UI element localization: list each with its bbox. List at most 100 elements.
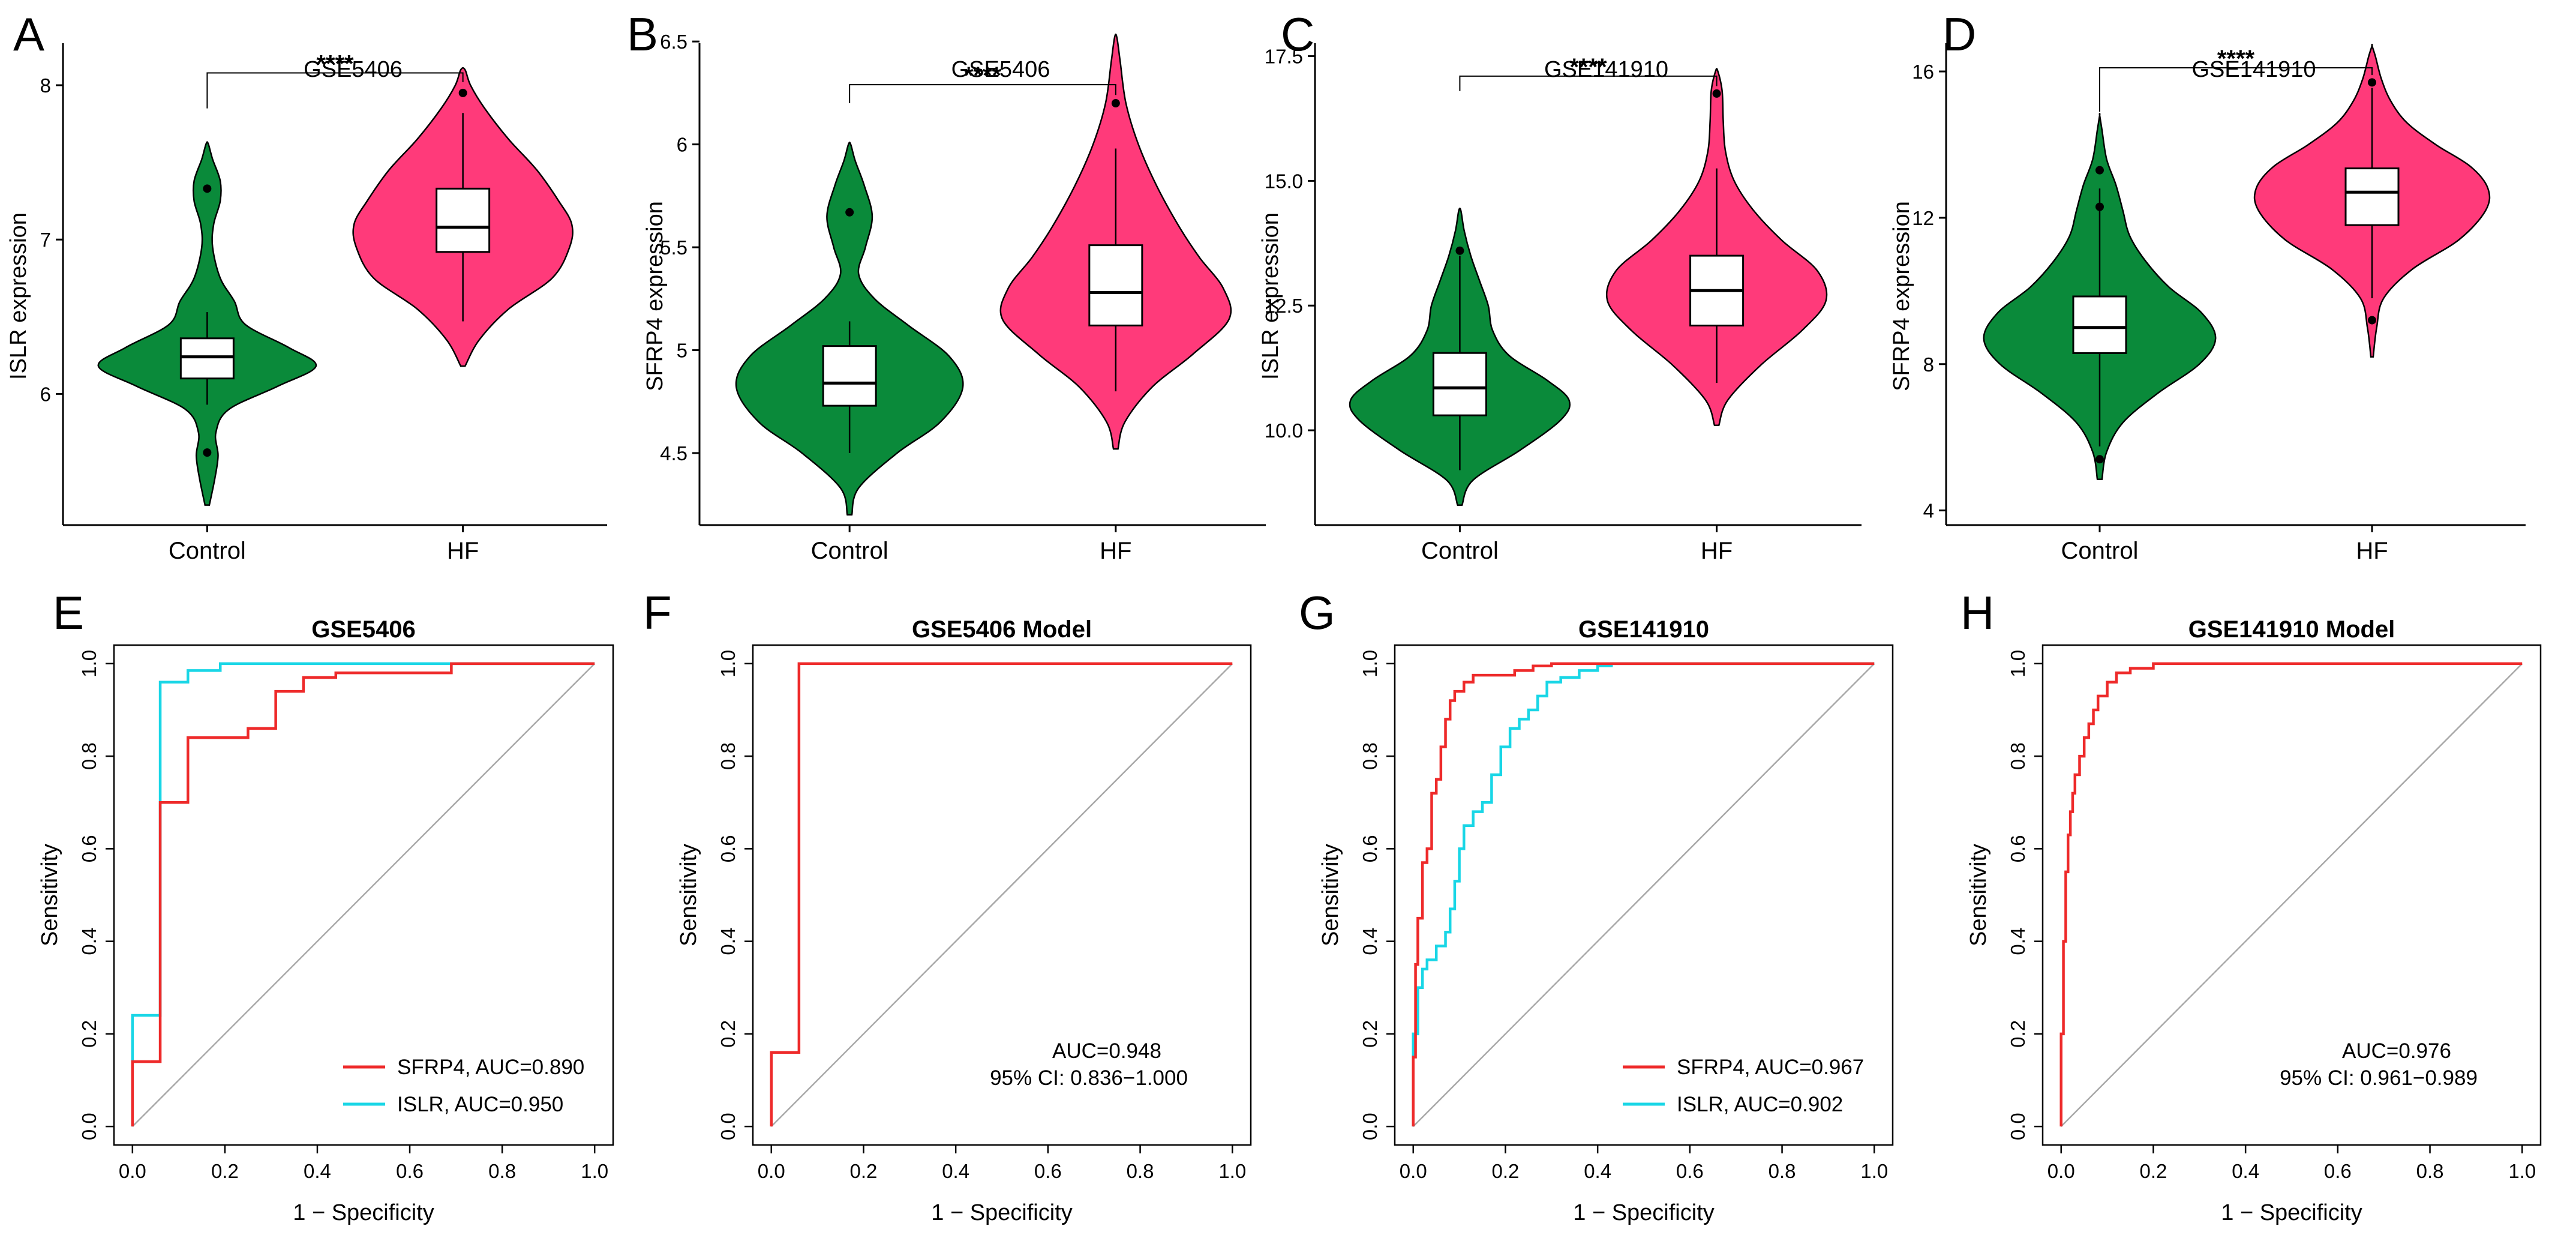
panel-letter: G bbox=[1299, 586, 1335, 639]
x-tick-label: 0.4 bbox=[1584, 1160, 1611, 1182]
chart-title: GSE5406 bbox=[304, 57, 403, 82]
x-tick-label: 0.6 bbox=[1676, 1160, 1704, 1182]
y-tick-label: 1.0 bbox=[717, 650, 739, 678]
x-axis-label: 1 − Specificity bbox=[1573, 1200, 1715, 1225]
legend-label: ISLR, AUC=0.950 bbox=[397, 1093, 563, 1116]
roc-curve-sfrp4 bbox=[131, 662, 595, 1127]
y-axis-label: Sensitivity bbox=[676, 844, 701, 946]
y-tick-label: 0.6 bbox=[78, 835, 100, 862]
x-category-label: Control bbox=[811, 538, 888, 564]
box-hf bbox=[1088, 244, 1143, 326]
y-tick-label: 5 bbox=[677, 340, 687, 362]
y-tick-label: 0.2 bbox=[717, 1020, 739, 1048]
roc-panel-E: E GSE5406 0.0 0.2 0.4 0.6 0.8 1.0 0.0 0.2 0.4 0.6 0.… bbox=[37, 586, 614, 1225]
y-tick-label: 0.0 bbox=[78, 1113, 100, 1140]
y-tick-label: 8 bbox=[40, 74, 51, 97]
reference-diagonal bbox=[131, 663, 596, 1128]
x-tick-label: 0.8 bbox=[2416, 1160, 2444, 1182]
y-tick-label: 0.8 bbox=[78, 742, 100, 770]
y-axis-label: Sensitivity bbox=[1318, 844, 1343, 946]
y-axis-label: Sensitivity bbox=[37, 844, 62, 946]
x-tick-label: 0.8 bbox=[1127, 1160, 1154, 1182]
y-axis-label: Sensitivity bbox=[1966, 844, 1991, 946]
y-tick-label: 6 bbox=[40, 383, 51, 405]
x-tick-label: 0.6 bbox=[1034, 1160, 1062, 1182]
x-category-label: Control bbox=[1421, 538, 1499, 564]
x-tick-label: 0.8 bbox=[488, 1160, 516, 1182]
y-tick-label: 0.0 bbox=[2007, 1113, 2029, 1140]
x-tick-label: 0.8 bbox=[1769, 1160, 1796, 1182]
y-tick-label: 1.0 bbox=[2007, 650, 2029, 678]
y-tick-label: 10.0 bbox=[1265, 419, 1303, 442]
plot-frame bbox=[2041, 644, 2542, 1146]
outlier-point bbox=[203, 184, 212, 193]
outlier-point bbox=[2095, 202, 2104, 211]
chart-title: GSE5406 bbox=[951, 57, 1050, 82]
roc-curve-sfrp4 bbox=[1412, 662, 1875, 1127]
significance-label: **** bbox=[964, 62, 1002, 89]
y-tick-label: 0.0 bbox=[717, 1113, 739, 1140]
ci-label: 95% CI: 0.961−0.989 bbox=[2280, 1066, 2478, 1090]
roc-curve-islr bbox=[1412, 662, 1875, 1127]
x-tick-label: 0.0 bbox=[119, 1160, 146, 1182]
significance-bracket bbox=[1459, 75, 1718, 91]
y-tick-label: 0.4 bbox=[2007, 928, 2029, 955]
x-tick-label: 0.4 bbox=[942, 1160, 969, 1182]
panel-letter: C bbox=[1281, 8, 1314, 61]
y-tick-label: 0.8 bbox=[2007, 742, 2029, 770]
y-tick-label: 6 bbox=[677, 134, 687, 156]
y-tick-label: 4.5 bbox=[660, 442, 687, 464]
auc-label: AUC=0.948 bbox=[1052, 1039, 1161, 1063]
legend-label: ISLR, AUC=0.902 bbox=[1677, 1093, 1843, 1116]
x-tick-label: 0.6 bbox=[2324, 1160, 2352, 1182]
y-tick-label: 1.0 bbox=[78, 650, 100, 678]
box-control bbox=[822, 345, 877, 407]
y-tick-label: 0.6 bbox=[1359, 835, 1381, 862]
y-axis-label: ISLR expression bbox=[6, 212, 31, 380]
x-tick-label: 0.4 bbox=[2232, 1160, 2259, 1182]
panel-letter: F bbox=[643, 586, 672, 639]
y-tick-label: 6.5 bbox=[660, 31, 687, 53]
outlier-point bbox=[1712, 89, 1721, 98]
roc-panel-F: F GSE5406 Model 0.0 0.2 0.4 0.6 0.8 1.0 0.0 0.2 0.… bbox=[643, 586, 1252, 1225]
box-hf bbox=[2344, 167, 2400, 226]
outlier-point bbox=[1111, 99, 1120, 108]
y-tick-label: 5.5 bbox=[660, 236, 687, 259]
y-axis-label: SFRP4 expression bbox=[643, 201, 668, 391]
significance-bracket bbox=[2098, 67, 2373, 112]
chart-title: GSE141910 bbox=[2191, 57, 2316, 82]
significance-bracket bbox=[849, 84, 1116, 104]
plot-frame bbox=[752, 644, 1252, 1146]
panel-letter: D bbox=[1942, 8, 1976, 61]
x-category-label: HF bbox=[447, 538, 479, 564]
violin-panel-D: D GSE141910 4 8 12 16 SFRP4 expression Control H… bbox=[1889, 8, 2526, 564]
x-tick-label: 0.4 bbox=[304, 1160, 331, 1182]
y-tick-label: 12 bbox=[1912, 207, 1934, 229]
x-axis-label: 1 − Specificity bbox=[2221, 1200, 2362, 1225]
x-tick-label: 0.0 bbox=[2047, 1160, 2075, 1182]
outlier-point bbox=[1455, 246, 1464, 255]
x-category-label: Control bbox=[2061, 538, 2139, 564]
roc-curve-model bbox=[770, 662, 1233, 1127]
box-control bbox=[179, 337, 235, 380]
reference-diagonal bbox=[2060, 663, 2523, 1128]
x-tick-label: 0.0 bbox=[758, 1160, 785, 1182]
box-control bbox=[2072, 295, 2127, 354]
roc-panel-H: H GSE141910 Model 0.0 0.2 0.4 0.6 0.8 1.0 0.0 0.2… bbox=[1960, 586, 2542, 1225]
x-tick-label: 1.0 bbox=[1218, 1160, 1246, 1182]
x-tick-label: 1.0 bbox=[581, 1160, 608, 1182]
y-tick-label: 0.4 bbox=[1359, 928, 1381, 955]
significance-label: **** bbox=[1569, 54, 1607, 80]
y-tick-label: 0.0 bbox=[1359, 1113, 1381, 1140]
y-tick-label: 15.0 bbox=[1265, 170, 1303, 192]
panel-letter: E bbox=[53, 586, 84, 639]
y-tick-label: 12.5 bbox=[1265, 295, 1303, 317]
y-tick-label: 0.6 bbox=[717, 835, 739, 862]
y-tick-label: 0.2 bbox=[2007, 1020, 2029, 1048]
reference-diagonal bbox=[1412, 663, 1875, 1128]
roc-panel-G: G GSE141910 0.0 0.2 0.4 0.6 0.8 1.0 0.0 0.2 0.4 0.6… bbox=[1299, 586, 1894, 1225]
outlier-point bbox=[2095, 166, 2104, 175]
x-category-label: HF bbox=[1701, 538, 1733, 564]
y-tick-label: 1.0 bbox=[1359, 650, 1381, 678]
y-tick-label: 17.5 bbox=[1265, 46, 1303, 68]
